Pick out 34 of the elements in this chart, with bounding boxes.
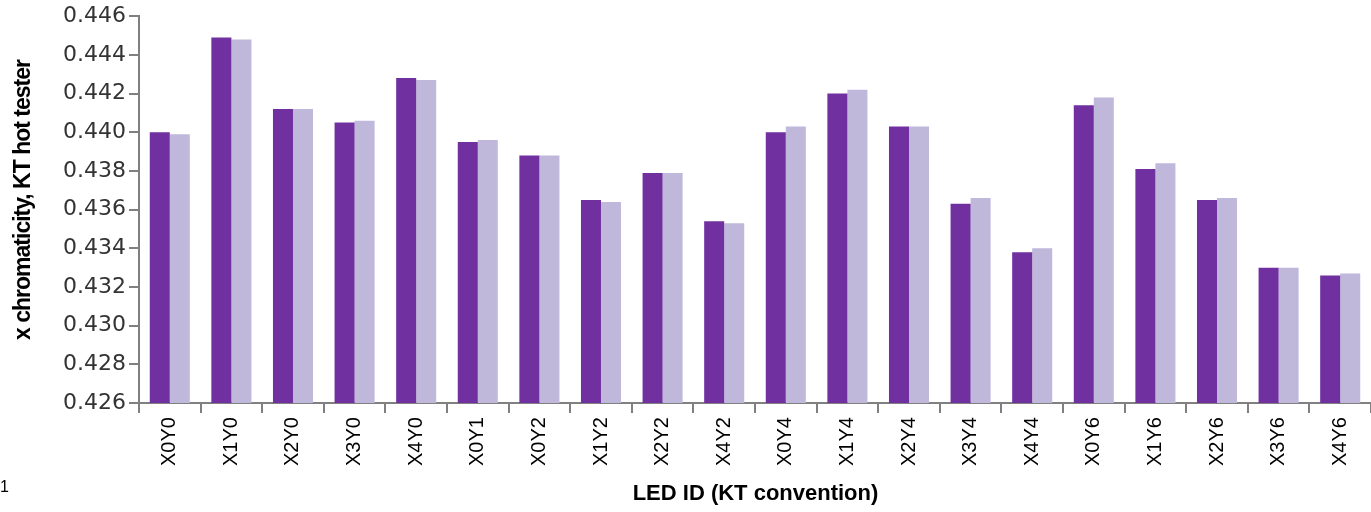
- x-tick-label: X0Y2: [526, 417, 549, 467]
- text: 1: [0, 478, 9, 496]
- x-tick-label: X2Y2: [650, 417, 673, 467]
- x-tick-label: X2Y4: [896, 417, 919, 467]
- x-tick-label: X1Y4: [834, 417, 857, 467]
- x-tick-label: X2Y6: [1204, 417, 1227, 467]
- y-tick-label: 0.426: [63, 388, 126, 414]
- y-tick-label: 0.434: [63, 234, 126, 260]
- x-tick-label: X1Y6: [1142, 417, 1165, 467]
- x-tick-label: X0Y0: [157, 417, 180, 467]
- x-tick-label: X0Y1: [465, 417, 488, 467]
- x-tick-label: X4Y4: [1019, 417, 1042, 467]
- y-tick-label: 0.444: [63, 40, 126, 66]
- y-tick-label: 0.432: [63, 272, 126, 298]
- y-tick-label: 0.446: [63, 1, 126, 27]
- x-tick-label: X3Y4: [958, 417, 981, 467]
- y-tick-label: 0.442: [63, 79, 126, 105]
- y-tick-label: 0.430: [63, 311, 126, 337]
- x-tick-label: X3Y6: [1266, 417, 1289, 467]
- x-tick-label: X0Y6: [1081, 417, 1104, 467]
- y-tick-label: 0.428: [63, 350, 126, 376]
- x-tick-label: X1Y0: [218, 417, 241, 467]
- x-tick-label: X4Y2: [711, 417, 734, 467]
- x-tick-label: X0Y4: [773, 417, 796, 467]
- x-tick-label: X4Y0: [403, 417, 426, 467]
- x-tick-label: X2Y0: [280, 417, 303, 467]
- y-tick-label: 0.436: [63, 195, 126, 221]
- x-tick-label: X3Y0: [342, 417, 365, 467]
- x-tick-label: X4Y6: [1327, 417, 1350, 467]
- y-tick-label: 0.438: [63, 156, 126, 182]
- x-tick-label: X1Y2: [588, 417, 611, 467]
- y-axis-title: x chromaticity, KT hot tester: [8, 60, 36, 340]
- y-tick-label: 0.440: [63, 117, 126, 143]
- x-axis-title: LED ID (KT convention): [631, 480, 880, 506]
